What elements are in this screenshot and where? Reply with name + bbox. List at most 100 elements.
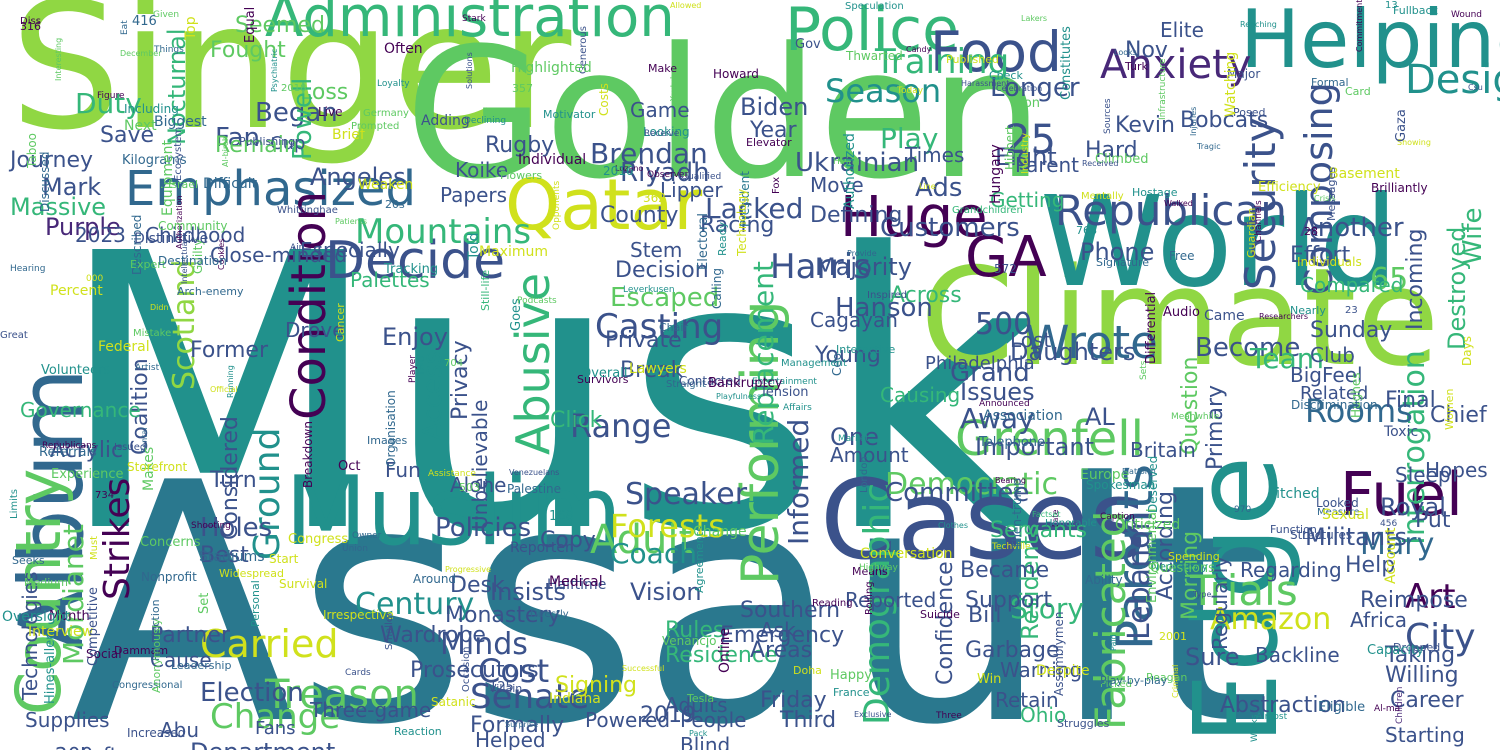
word-hopes: Hopes [1425, 458, 1488, 482]
word-best: Best [200, 543, 249, 568]
word-parent: Parent [1015, 153, 1080, 177]
word-structures: Structures [1290, 528, 1353, 542]
word-environmental: Environmental [1145, 508, 1160, 603]
word-governance: Governance [20, 398, 141, 422]
word-equal: Equal [243, 6, 258, 43]
word-platform: Platform [1122, 467, 1156, 476]
word-three: Three [936, 711, 962, 721]
word-signature: Signature [1096, 256, 1150, 269]
word-emergency: Emergency [720, 623, 845, 648]
word-treason: Treason [265, 672, 419, 718]
word-expert: Expert [130, 258, 167, 271]
word-ukrainian: Ukrainian [795, 148, 920, 178]
word-effort: Effort [1290, 243, 1351, 268]
word-basement: Basement [1329, 166, 1400, 182]
word-infrastructure: Infrastructure [1158, 58, 1168, 120]
word-wardrobe: Wardrobe [380, 623, 486, 648]
word-fought: Fought [210, 38, 286, 63]
word-fuel: Fuel [1340, 460, 1463, 530]
word-meanwhile: Meanwhile [1171, 412, 1220, 422]
word-observer: Observer [647, 170, 689, 180]
word-25: 25 [1005, 117, 1056, 163]
word-tracking: Tracking [384, 262, 439, 277]
word-reimpose: Reimpose [1360, 588, 1468, 613]
word-support: Support [965, 588, 1052, 613]
word-another: Another [1300, 213, 1404, 243]
word-phone: Phone [1080, 238, 1155, 266]
word-capacity: Capacity [1367, 643, 1424, 658]
word-musk: Musk [55, 173, 1042, 616]
word-sunday: Sunday [1310, 318, 1393, 343]
word-union: Union [342, 544, 369, 554]
word-technology: Technology [735, 188, 749, 256]
word-customers: Customers [880, 213, 1020, 243]
word-125: 125 [489, 680, 514, 695]
word-escaped: Escaped [610, 283, 720, 313]
word-southern: Southern [740, 598, 841, 623]
word-inspired: Inspired [867, 290, 908, 301]
word-county: County [600, 203, 679, 228]
word-longer: Longer [990, 73, 1080, 103]
word-eat: Eat [120, 20, 130, 35]
word-percent: Percent [50, 283, 103, 299]
word-issued: Issued [114, 442, 147, 453]
word-emphasized: Emphasized [125, 161, 416, 217]
word-began: Began [255, 98, 338, 128]
word-incoming: Incoming [1403, 228, 1428, 330]
word-move: Move [810, 173, 864, 197]
word-police: Police [785, 0, 959, 65]
word-career: Career [1390, 688, 1464, 713]
word-mordianet: Mordianet [57, 524, 90, 665]
word-halftime: Halftime [547, 577, 607, 593]
word-2023: 2023 [75, 223, 126, 247]
word-london: London [859, 456, 870, 493]
word-hard: Hard [1085, 138, 1138, 163]
word-toxic: Toxic [1384, 424, 1419, 440]
word-led: Led [1302, 529, 1322, 542]
word-qatar: Qatar [505, 164, 703, 246]
word-declining: Declining [464, 116, 507, 126]
word-podcasts: Podcasts [517, 296, 557, 306]
word-cancer: Cancer [334, 303, 347, 342]
word-ready: Ready [716, 221, 729, 256]
word-formally: Formally [470, 713, 565, 738]
word-looking: Looking [643, 125, 690, 139]
word-survival: Survival [279, 577, 328, 591]
word-france: France [833, 686, 870, 699]
word-forests: Forests [610, 507, 725, 545]
word-casting: Casting [595, 307, 724, 347]
word-card: Card [1345, 85, 1371, 98]
word-28: 28 [1304, 225, 1318, 238]
word-amount: Amount [830, 443, 909, 467]
word-adding: Adding [421, 113, 470, 129]
word-account: Account [1383, 527, 1399, 584]
word-posed: Posed [1233, 106, 1266, 119]
word-didn: Didn [150, 303, 169, 312]
word-techville: Techville [992, 542, 1031, 552]
word-works: Works [1250, 714, 1260, 742]
word-save: Save [100, 123, 155, 148]
word-congress: Congress [288, 532, 349, 547]
word-503: 503 [459, 481, 480, 494]
word-provide: Provide [847, 249, 877, 258]
word-backline: Backline [1255, 643, 1340, 667]
word-sure: Sure [1185, 643, 1240, 671]
word-powered: Powered [585, 708, 671, 732]
word-received: Received [1082, 159, 1119, 168]
word-stark: Stark [462, 14, 486, 24]
word-senate: Senate [470, 677, 590, 717]
word-nonprofit: Nonprofit [141, 570, 197, 584]
word-oct: Oct [338, 459, 361, 474]
word-friday: Friday [760, 688, 827, 713]
word-al: AL [1085, 403, 1115, 431]
word-looked: Looked [1316, 496, 1359, 510]
word-final: Final [1385, 388, 1436, 413]
word-conversation: Conversation [860, 546, 953, 562]
word-next: Next [124, 118, 157, 134]
word-survivors: Survivors [577, 373, 629, 386]
word-papers: Papers [440, 183, 508, 207]
word-exclusive: Exclusive [854, 710, 892, 719]
word-2001: 2001 [1159, 630, 1187, 643]
word-progressive: Progressive [445, 565, 492, 574]
